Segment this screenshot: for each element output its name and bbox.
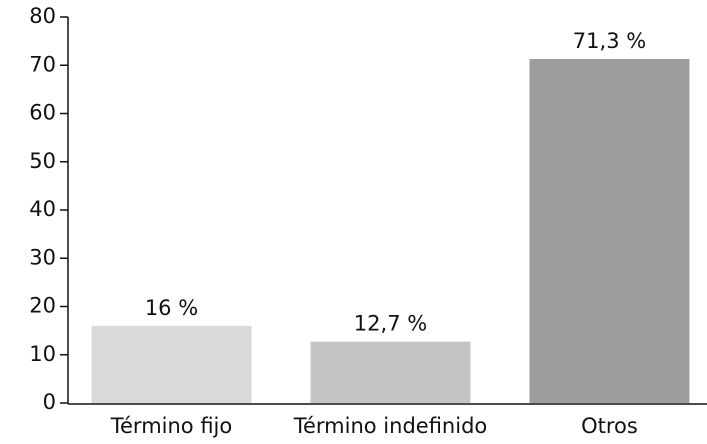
y-tick-label: 10 [29, 342, 56, 366]
x-tick-label: Término indefinido [293, 414, 488, 438]
y-tick-label: 40 [29, 197, 56, 221]
x-tick-label: Otros [581, 414, 638, 438]
y-tick-label: 0 [43, 390, 56, 414]
y-tick-label: 30 [29, 245, 56, 269]
y-tick-label: 70 [29, 52, 56, 76]
value-label: 71,3 % [573, 29, 646, 53]
bar [91, 325, 252, 403]
bar [529, 58, 690, 403]
y-tick-label: 20 [29, 294, 56, 318]
y-tick-label: 50 [29, 149, 56, 173]
bar [310, 341, 471, 403]
y-tick-label: 60 [29, 101, 56, 125]
value-label: 12,7 % [354, 312, 427, 336]
value-label: 16 % [145, 296, 198, 320]
y-tick-label: 80 [29, 4, 56, 28]
x-tick-label: Término fijo [110, 414, 232, 438]
